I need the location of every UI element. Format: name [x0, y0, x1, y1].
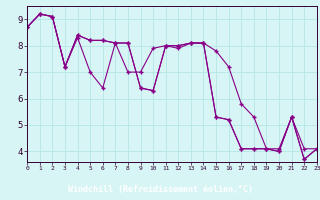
Text: Windchill (Refroidissement éolien,°C): Windchill (Refroidissement éolien,°C): [68, 185, 252, 194]
